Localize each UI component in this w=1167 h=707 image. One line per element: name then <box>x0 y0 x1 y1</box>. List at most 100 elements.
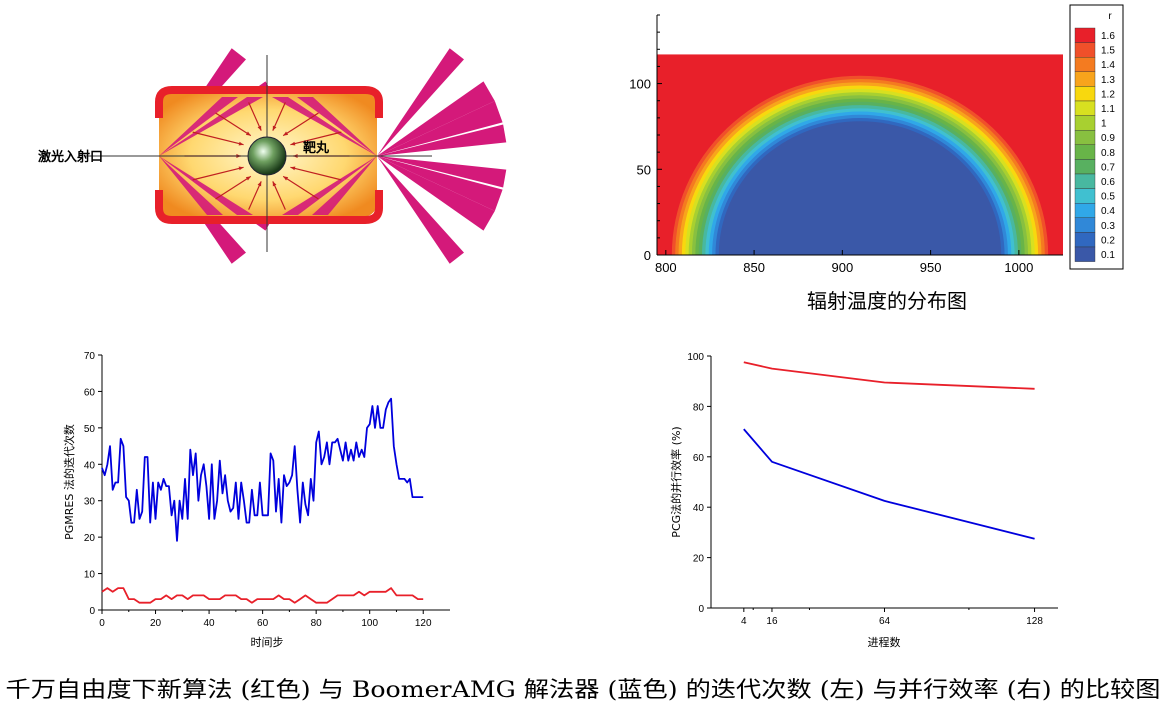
y-tick-label: 60 <box>84 387 96 398</box>
heatmap-x-tick-label: 950 <box>920 260 942 275</box>
legend-swatch <box>1074 100 1096 116</box>
inner-laser-beam <box>159 156 253 215</box>
x-tick-label: 60 <box>257 618 269 629</box>
legend-swatch <box>1074 115 1096 131</box>
heatmap-axes: 800 850 900 950 1000 0 50 100 <box>629 14 1063 275</box>
legend-swatch <box>1074 86 1096 102</box>
heatmap-field <box>657 54 1063 256</box>
y-tick-label: 0 <box>698 604 704 615</box>
legend-level-label: 0.4 <box>1101 206 1115 217</box>
x-tick-label: 0 <box>99 618 105 629</box>
x-ray-arrow-line <box>215 112 252 137</box>
heatmap-y-tick-label: 0 <box>644 248 651 263</box>
x-ray-arrow-head <box>272 181 277 187</box>
series-line-boomeramg <box>101 397 424 542</box>
legend-level-label: 0.3 <box>1101 221 1115 232</box>
efficiency-chart-ylabel: PCG法的并行效率 (%) <box>669 426 683 537</box>
heatmap-y-tick-label: 100 <box>629 77 651 92</box>
x-ray-arrow-line <box>290 131 342 146</box>
figure-caption: 千万自由度下新算法 (红色) 与 BoomerAMG 解法器 (蓝色) 的迭代次… <box>6 678 1161 703</box>
legend-swatch <box>1074 27 1096 43</box>
legend-level-label: 1 <box>1101 119 1107 130</box>
x-ray-arrow-head <box>272 125 277 131</box>
x-ray-arrow-line <box>272 102 286 131</box>
inner-laser-beam <box>272 97 377 156</box>
laser-wedge <box>377 101 503 156</box>
x-ray-arrow-head <box>257 125 262 131</box>
iteration-chart-series <box>101 397 424 604</box>
x-ray-arrow-line <box>290 166 342 181</box>
target-label: 靶丸 <box>303 140 330 156</box>
x-ray-arrow-line <box>282 175 319 200</box>
legend-swatch <box>1074 246 1096 262</box>
x-ray-arrow-line <box>282 112 319 137</box>
x-tick-label: 16 <box>766 616 778 627</box>
legend-swatch <box>1074 188 1096 204</box>
x-ray-arrow-head <box>238 166 244 171</box>
legend-level-label: 1.3 <box>1101 75 1115 86</box>
x-tick-label: 64 <box>879 616 891 627</box>
x-ray-arrow-line <box>192 131 244 146</box>
heatmap-x-tick-label: 800 <box>655 260 677 275</box>
legend-swatch <box>1074 202 1096 218</box>
legend-level-label: 0.6 <box>1101 177 1115 188</box>
heatmap-x-tick-label: 850 <box>743 260 765 275</box>
efficiency-chart-axes: 4 16 64 128 0 20 40 60 80 100 <box>687 352 1058 627</box>
x-tick-label: 100 <box>361 618 378 629</box>
legend-level-label: 0.1 <box>1101 250 1115 261</box>
inner-laser-beam <box>159 97 263 156</box>
x-ray-arrow-line <box>272 181 286 210</box>
x-ray-arrow-head <box>283 176 289 181</box>
y-tick-label: 40 <box>693 503 705 514</box>
x-ray-arrow-line <box>248 181 262 210</box>
x-tick-label: 20 <box>150 618 162 629</box>
heatmap-legend: r 1.6 1.5 1.4 1.3 1.2 1.1 1 0.9 0.8 0.7 0.6 0.5 0.4 0.… <box>1069 4 1124 270</box>
legend-level-label: 1.1 <box>1101 104 1115 115</box>
inner-laser-beam <box>297 97 377 156</box>
heatmap-title: 辐射温度的分布图 <box>807 289 967 313</box>
laser-wedge <box>377 156 503 211</box>
efficiency-chart-xlabel: 进程数 <box>868 636 901 649</box>
laser-wedge <box>377 156 495 231</box>
y-tick-label: 20 <box>84 533 96 544</box>
legend-swatch <box>1074 173 1096 189</box>
heatmap-y-tick-label: 50 <box>637 162 651 177</box>
legend-swatch <box>1074 71 1096 87</box>
x-ray-arrow-head <box>257 181 262 187</box>
x-ray-arrow-head <box>290 141 296 146</box>
x-tick-label: 40 <box>204 618 216 629</box>
legend-level-label: 0.5 <box>1101 192 1115 203</box>
y-tick-label: 20 <box>693 554 705 565</box>
x-tick-label: 80 <box>311 618 323 629</box>
heatmap-x-tick-label: 1000 <box>1004 260 1033 275</box>
series-line-new-algorithm <box>101 587 424 604</box>
laser-wedge <box>377 156 464 264</box>
y-tick-label: 40 <box>84 460 96 471</box>
y-tick-label: 50 <box>84 424 96 435</box>
hohlraum-diagram: 激光入射口 靶丸 <box>38 48 507 264</box>
inner-laser-beam <box>282 156 377 215</box>
iteration-chart-ylabel: PGMRES 法的迭代次数 <box>62 424 76 540</box>
legend-level-label: 0.2 <box>1101 235 1115 246</box>
x-ray-arrow-head <box>283 131 289 136</box>
laser-wedge <box>377 156 507 188</box>
laser-wedge <box>377 81 495 156</box>
legend-swatch <box>1074 129 1096 145</box>
x-ray-arrow-head <box>245 131 251 136</box>
legend-swatch <box>1074 159 1096 175</box>
x-tick-label: 128 <box>1026 616 1043 627</box>
x-ray-arrow-head <box>245 176 251 181</box>
legend-swatch <box>1074 42 1096 58</box>
heatmap-x-tick-label: 900 <box>831 260 853 275</box>
iteration-chart-axes: 0 20 40 60 80 100 120 0 10 20 30 40 50 60 70 <box>84 351 450 629</box>
laser-wedge <box>377 48 464 157</box>
inner-laser-beam <box>159 97 238 156</box>
heatmap-contour-band <box>718 121 1002 256</box>
target-capsule <box>247 136 287 176</box>
hohlraum-wall-bottom <box>155 190 383 224</box>
x-ray-arrow-line <box>192 166 244 181</box>
legend-level-label: 0.7 <box>1101 162 1115 173</box>
laser-wedge <box>377 124 507 156</box>
x-tick-label: 120 <box>415 618 432 629</box>
